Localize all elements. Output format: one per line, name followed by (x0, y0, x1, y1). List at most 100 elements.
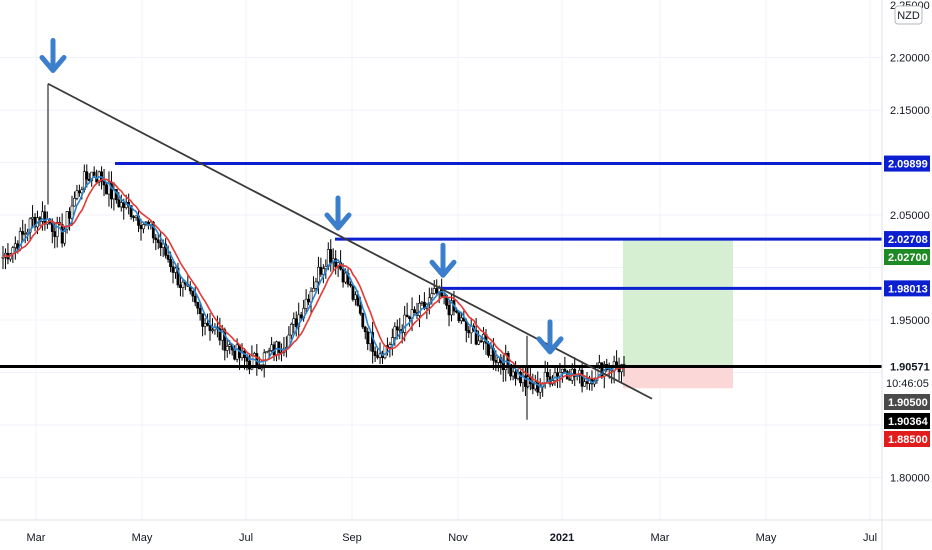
candle-body (119, 202, 123, 208)
price-badge-text: 1.90364 (888, 416, 929, 428)
candle-body (494, 360, 498, 363)
candle (188, 281, 192, 295)
down-arrow-icon (324, 195, 352, 231)
candle (349, 281, 352, 288)
candle-body (321, 268, 325, 275)
candle-body (489, 347, 493, 356)
candle (213, 323, 217, 335)
annotation-arrows (39, 38, 564, 355)
y-tick-label: 1.80000 (890, 473, 930, 485)
currency-label[interactable]: NZD (894, 5, 923, 25)
price-badge (884, 394, 930, 410)
candle-body (255, 353, 259, 366)
price-badge-text: 1.88500 (888, 434, 928, 446)
candle (75, 184, 79, 201)
x-tick-label: Nov (448, 532, 468, 544)
long-position-tool[interactable] (623, 239, 733, 389)
candle (95, 169, 99, 184)
candle-body (134, 215, 138, 218)
candle (8, 252, 12, 262)
y-tick-label: 2.15000 (890, 105, 930, 117)
level-badge-text: 2.02708 (888, 234, 928, 246)
candle (573, 357, 577, 387)
candle (336, 262, 340, 277)
candle-body (166, 255, 170, 260)
candle (583, 378, 586, 387)
candle (371, 321, 375, 364)
candle-body (546, 372, 550, 378)
candle (142, 223, 145, 234)
profit-zone[interactable] (623, 239, 733, 368)
price-badge-text: 2.02700 (888, 252, 928, 264)
candle-body (398, 329, 402, 331)
candle (405, 302, 409, 318)
candle-body (403, 314, 407, 333)
x-axis[interactable]: Mar May Jul Sep Nov 2021 Mar May Jul (27, 532, 878, 544)
price-badge-text: 1.90500 (888, 397, 928, 409)
candle (174, 266, 177, 279)
candle-body (228, 344, 232, 347)
candle (548, 368, 552, 388)
candle-body (349, 283, 352, 286)
candle-body (233, 349, 237, 360)
candle-body (531, 383, 535, 390)
candle-body (277, 341, 281, 353)
x-tick-label: Jul (239, 532, 253, 544)
candle-body (102, 180, 106, 186)
candle-body (326, 249, 330, 267)
candle (442, 292, 446, 305)
candle-body (556, 372, 559, 377)
arrow-head (39, 55, 67, 73)
candle-body (77, 190, 81, 194)
candle-body (265, 351, 269, 354)
candle (477, 330, 481, 346)
candle (524, 366, 527, 396)
candle-body (371, 332, 375, 352)
candle (134, 215, 138, 221)
candle-body (132, 216, 136, 218)
loss-zone[interactable] (623, 367, 733, 389)
candle (270, 337, 274, 353)
candle (373, 346, 377, 363)
horizontal-levels[interactable] (0, 162, 882, 369)
candle-body (435, 288, 439, 294)
candle-body (405, 314, 409, 318)
candle-body (585, 381, 589, 384)
candle-body (294, 318, 298, 327)
x-tick-label: May (756, 532, 777, 544)
candle-body (92, 171, 96, 178)
trendline-line[interactable] (47, 82, 653, 400)
level-badge-text: 1.98013 (888, 283, 928, 295)
candle-body (142, 224, 145, 230)
candle (132, 215, 136, 222)
candle-body (179, 284, 182, 288)
candle-body (353, 294, 357, 300)
y-axis[interactable]: 2.250002.200002.150002.050001.950001.800… (884, 0, 930, 485)
candle (282, 336, 286, 357)
candle (297, 302, 301, 338)
candle-body (23, 233, 27, 236)
candle (156, 233, 160, 250)
candle-body (388, 344, 392, 348)
candle-body (211, 329, 214, 332)
candle (289, 322, 293, 340)
candle-body (467, 330, 471, 334)
price-badge (884, 431, 930, 447)
candle-body (538, 386, 542, 393)
candle (21, 219, 25, 243)
candle-body (573, 368, 577, 377)
trendline[interactable] (47, 82, 653, 400)
candle-body (164, 243, 168, 256)
candle (23, 223, 27, 244)
y-tick-label: 1.95000 (890, 315, 930, 327)
candle (420, 300, 424, 306)
price-badge (884, 413, 930, 429)
candle-body (198, 307, 202, 315)
candle (390, 328, 394, 356)
candle-body (203, 323, 207, 327)
level-badge-text: 2.09899 (888, 159, 928, 171)
candle-body (299, 314, 303, 319)
candle (85, 164, 89, 188)
candle-body (297, 314, 301, 327)
ma-fast-line (2, 175, 625, 388)
